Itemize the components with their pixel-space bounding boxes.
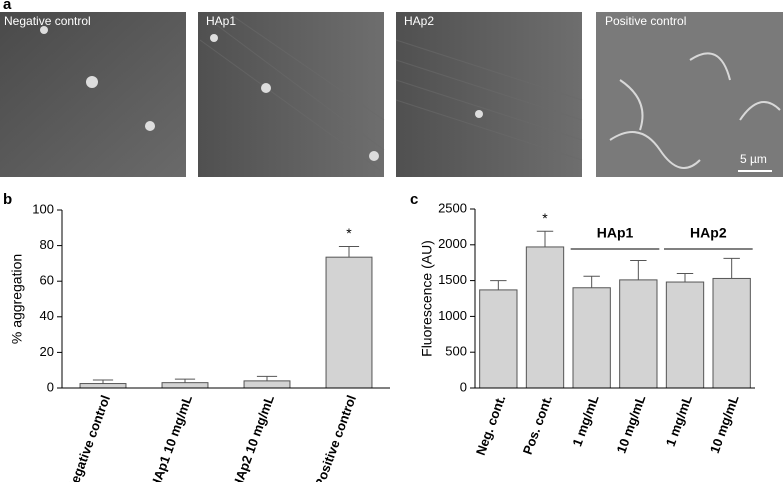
x-tick-label: Positive control [312,393,359,482]
error-bar [630,260,647,280]
y-tick-label: 2500 [438,200,467,215]
y-tick-label: 40 [40,308,54,323]
x-tick-label: Neg. cont. [473,393,509,457]
group-label: HAp1 [597,225,634,241]
bar [243,380,291,389]
y-tick-label: 500 [445,344,467,359]
y-tick-label: 1000 [438,308,467,323]
error-bar [490,280,507,290]
x-tick-label: HAp2 10 mg/mL [229,393,277,482]
sem-image [0,12,186,177]
bar [325,256,373,389]
y-tick-label: 0 [460,379,467,394]
axes [474,209,755,389]
error-bar [536,230,554,247]
significance-mark: * [542,210,548,226]
y-tick-label: 20 [40,344,54,359]
axes [61,210,390,389]
y-tick-label: 0 [47,379,54,394]
bar [479,289,518,389]
error-bar [676,272,694,283]
y-tick-label: 1500 [438,272,467,287]
x-tick-label: 1 mg/mL [569,393,601,448]
significance-mark: * [346,225,352,241]
error-bar [338,245,360,258]
y-tick-label: 60 [40,273,54,288]
bar [525,246,565,389]
image-label: Negative control [4,14,91,28]
bar [161,382,209,389]
x-tick-label: Pos. cont. [520,393,555,457]
error-bar [583,275,600,288]
image-label: HAp2 [404,14,434,28]
error-bar [174,378,196,383]
panel-label: a [3,0,12,13]
y-axis-label: Fluorescence (AU) [419,240,435,357]
bar [619,279,658,389]
panel-label: c [410,191,418,208]
x-tick-label: 1 mg/mL [663,393,695,448]
y-tick-label: 100 [32,201,54,216]
bar [79,383,127,389]
sem-image [198,12,384,177]
x-tick-label: 10 mg/mL [707,393,742,455]
image-texture [199,13,583,171]
y-tick-label: 2000 [438,236,467,251]
image-label: HAp1 [206,14,236,28]
error-bar [92,379,114,384]
fibrin [609,52,781,169]
sem-image [396,12,582,177]
error-bar [256,375,278,381]
scale-bar-label: 5 µm [740,152,767,166]
y-tick-label: 80 [40,237,54,252]
y-axis-label: % aggregation [9,254,25,344]
bar [712,277,751,389]
panel-label: b [3,191,12,208]
sem-image [596,12,783,177]
x-tick-label: HAp1 10 mg/mL [147,393,195,482]
image-label: Positive control [605,14,686,28]
bar [665,281,705,389]
error-bar [723,257,740,279]
group-label: HAp2 [690,225,727,241]
bar [572,287,611,389]
cells [40,26,483,161]
x-tick-label: Negative control [64,393,113,482]
x-tick-label: 10 mg/mL [614,393,649,455]
